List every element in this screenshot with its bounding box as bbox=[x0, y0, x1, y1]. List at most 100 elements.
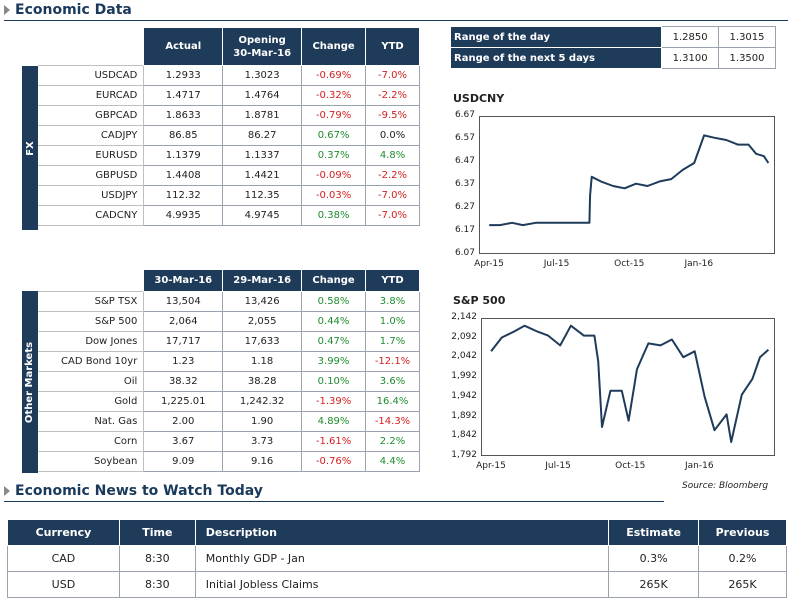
row-value-2: 38.28 bbox=[222, 371, 303, 392]
fx-header-change: Change bbox=[301, 27, 367, 66]
row-ytd: -7.0% bbox=[365, 65, 420, 86]
row-change: 0.38% bbox=[301, 205, 367, 226]
y-tick-label: 6.67 bbox=[454, 110, 475, 120]
row-change: -0.03% bbox=[301, 185, 367, 206]
section-arrow-icon bbox=[4, 5, 10, 15]
row-change: -0.69% bbox=[301, 65, 367, 86]
y-tick-label: 2,092 bbox=[451, 331, 477, 342]
section-arrow-icon bbox=[4, 486, 10, 496]
row-value-1: 1.2933 bbox=[143, 65, 224, 86]
fx-header-opening: Opening 30-Mar-16 bbox=[222, 27, 303, 66]
market-row: Nat. Gas 2.00 1.90 4.89% -14.3% bbox=[38, 411, 420, 432]
x-tick-label: Oct-15 bbox=[614, 259, 645, 269]
news-header-estimate: Estimate bbox=[608, 519, 700, 546]
news-cell-description: Initial Jobless Claims bbox=[194, 571, 610, 598]
other-markets-side-label: Other Markets bbox=[22, 291, 38, 473]
other-markets-table: 30-Mar-16 29-Mar-16 Change YTD S&P TSX 13… bbox=[38, 269, 420, 472]
row-value-2: 2,055 bbox=[222, 311, 303, 332]
row-name: Dow Jones bbox=[38, 331, 145, 352]
y-tick-label: 1,792 bbox=[451, 450, 477, 460]
row-name: CADCNY bbox=[38, 205, 145, 226]
fx-table: Actual Opening 30-Mar-16 Change YTD USDC… bbox=[38, 27, 420, 226]
row-name: GBPUSD bbox=[38, 165, 145, 186]
y-tick-label: 6.47 bbox=[454, 156, 475, 166]
news-heading: Economic News to Watch Today bbox=[4, 481, 263, 501]
row-value-2: 1,242.32 bbox=[222, 391, 303, 412]
x-tick-label: Jan-16 bbox=[684, 259, 714, 269]
row-ytd: 2.2% bbox=[365, 431, 420, 452]
row-name: GBPCAD bbox=[38, 105, 145, 126]
row-change: 4.89% bbox=[301, 411, 367, 432]
row-value-2: 1.18 bbox=[222, 351, 303, 372]
market-row: USDJPY 112.32 112.35 -0.03% -7.0% bbox=[38, 185, 420, 206]
row-name: Soybean bbox=[38, 451, 145, 472]
row-ytd: 3.8% bbox=[365, 291, 420, 312]
series-line bbox=[490, 324, 770, 443]
usdcny-chart-svg bbox=[489, 134, 770, 227]
news-cell-previous: 0.2% bbox=[698, 545, 787, 572]
news-cell-currency: CAD bbox=[7, 545, 120, 572]
market-row: Gold 1,225.01 1,242.32 -1.39% 16.4% bbox=[38, 391, 420, 412]
range-day-high: 1.3015 bbox=[718, 26, 776, 48]
range-5day-high: 1.3500 bbox=[718, 47, 776, 69]
x-tick-label: Apr-15 bbox=[474, 259, 504, 269]
row-ytd: 4.4% bbox=[365, 451, 420, 472]
row-name: CADJPY bbox=[38, 125, 145, 146]
row-value-1: 17,717 bbox=[143, 331, 224, 352]
row-value-1: 1.4717 bbox=[143, 85, 224, 106]
fx-header-blank bbox=[38, 27, 144, 66]
market-row: Dow Jones 17,717 17,633 0.47% 1.7% bbox=[38, 331, 420, 352]
sp500-chart-svg bbox=[490, 324, 770, 443]
fx-header-actual: Actual bbox=[143, 27, 224, 66]
market-row: EURUSD 1.1379 1.1337 0.37% 4.8% bbox=[38, 145, 420, 166]
row-change: 0.37% bbox=[301, 145, 367, 166]
om-header-ytd: YTD bbox=[365, 269, 420, 292]
x-tick-label: Jul-15 bbox=[545, 461, 571, 471]
row-value-2: 1.1337 bbox=[222, 145, 303, 166]
y-tick-label: 6.27 bbox=[454, 202, 475, 212]
row-value-2: 1.8781 bbox=[222, 105, 303, 126]
row-value-1: 112.32 bbox=[143, 185, 224, 206]
row-name: Gold bbox=[38, 391, 145, 412]
x-tick-label: Oct-15 bbox=[615, 461, 646, 471]
row-ytd: -7.0% bbox=[365, 185, 420, 206]
row-ytd: 16.4% bbox=[365, 391, 420, 412]
fx-side-label: FX bbox=[22, 66, 38, 230]
range-day-low: 1.2850 bbox=[661, 26, 720, 48]
news-cell-description: Monthly GDP - Jan bbox=[194, 545, 610, 572]
row-change: -1.61% bbox=[301, 431, 367, 452]
row-ytd: -7.0% bbox=[365, 205, 420, 226]
row-ytd: -12.1% bbox=[365, 351, 420, 372]
row-value-2: 112.35 bbox=[222, 185, 303, 206]
section-divider bbox=[4, 501, 664, 502]
row-change: -0.79% bbox=[301, 105, 367, 126]
usdcny-chart-title: USDCNY bbox=[453, 92, 505, 105]
market-row: Corn 3.67 3.73 -1.61% 2.2% bbox=[38, 431, 420, 452]
news-cell-time: 8:30 bbox=[118, 545, 196, 572]
row-value-2: 1.90 bbox=[222, 411, 303, 432]
news-row: USD 8:30 Initial Jobless Claims 265K 265K bbox=[7, 571, 787, 598]
row-value-1: 9.09 bbox=[143, 451, 224, 472]
row-change: 0.10% bbox=[301, 371, 367, 392]
row-change: -1.39% bbox=[301, 391, 367, 412]
row-ytd: 0.0% bbox=[365, 125, 420, 146]
news-header-description: Description bbox=[194, 519, 610, 546]
om-header-blank bbox=[38, 269, 144, 292]
row-change: -0.32% bbox=[301, 85, 367, 106]
y-tick-label: 2,142 bbox=[451, 312, 477, 322]
usdcny-chart bbox=[479, 116, 775, 254]
y-tick-label: 1,842 bbox=[451, 430, 477, 441]
news-header-previous: Previous bbox=[698, 519, 787, 546]
range-5day-low: 1.3100 bbox=[661, 47, 720, 69]
row-value-1: 1.8633 bbox=[143, 105, 224, 126]
row-value-1: 1.23 bbox=[143, 351, 224, 372]
row-ytd: 3.6% bbox=[365, 371, 420, 392]
y-tick-label: 6.17 bbox=[454, 225, 475, 235]
row-value-1: 1.1379 bbox=[143, 145, 224, 166]
row-name: Nat. Gas bbox=[38, 411, 145, 432]
row-name: USDCAD bbox=[38, 65, 145, 86]
news-cell-currency: USD bbox=[7, 571, 120, 598]
x-tick-label: Apr-15 bbox=[476, 461, 506, 471]
row-ytd: -9.5% bbox=[365, 105, 420, 126]
row-value-2: 1.4764 bbox=[222, 85, 303, 106]
